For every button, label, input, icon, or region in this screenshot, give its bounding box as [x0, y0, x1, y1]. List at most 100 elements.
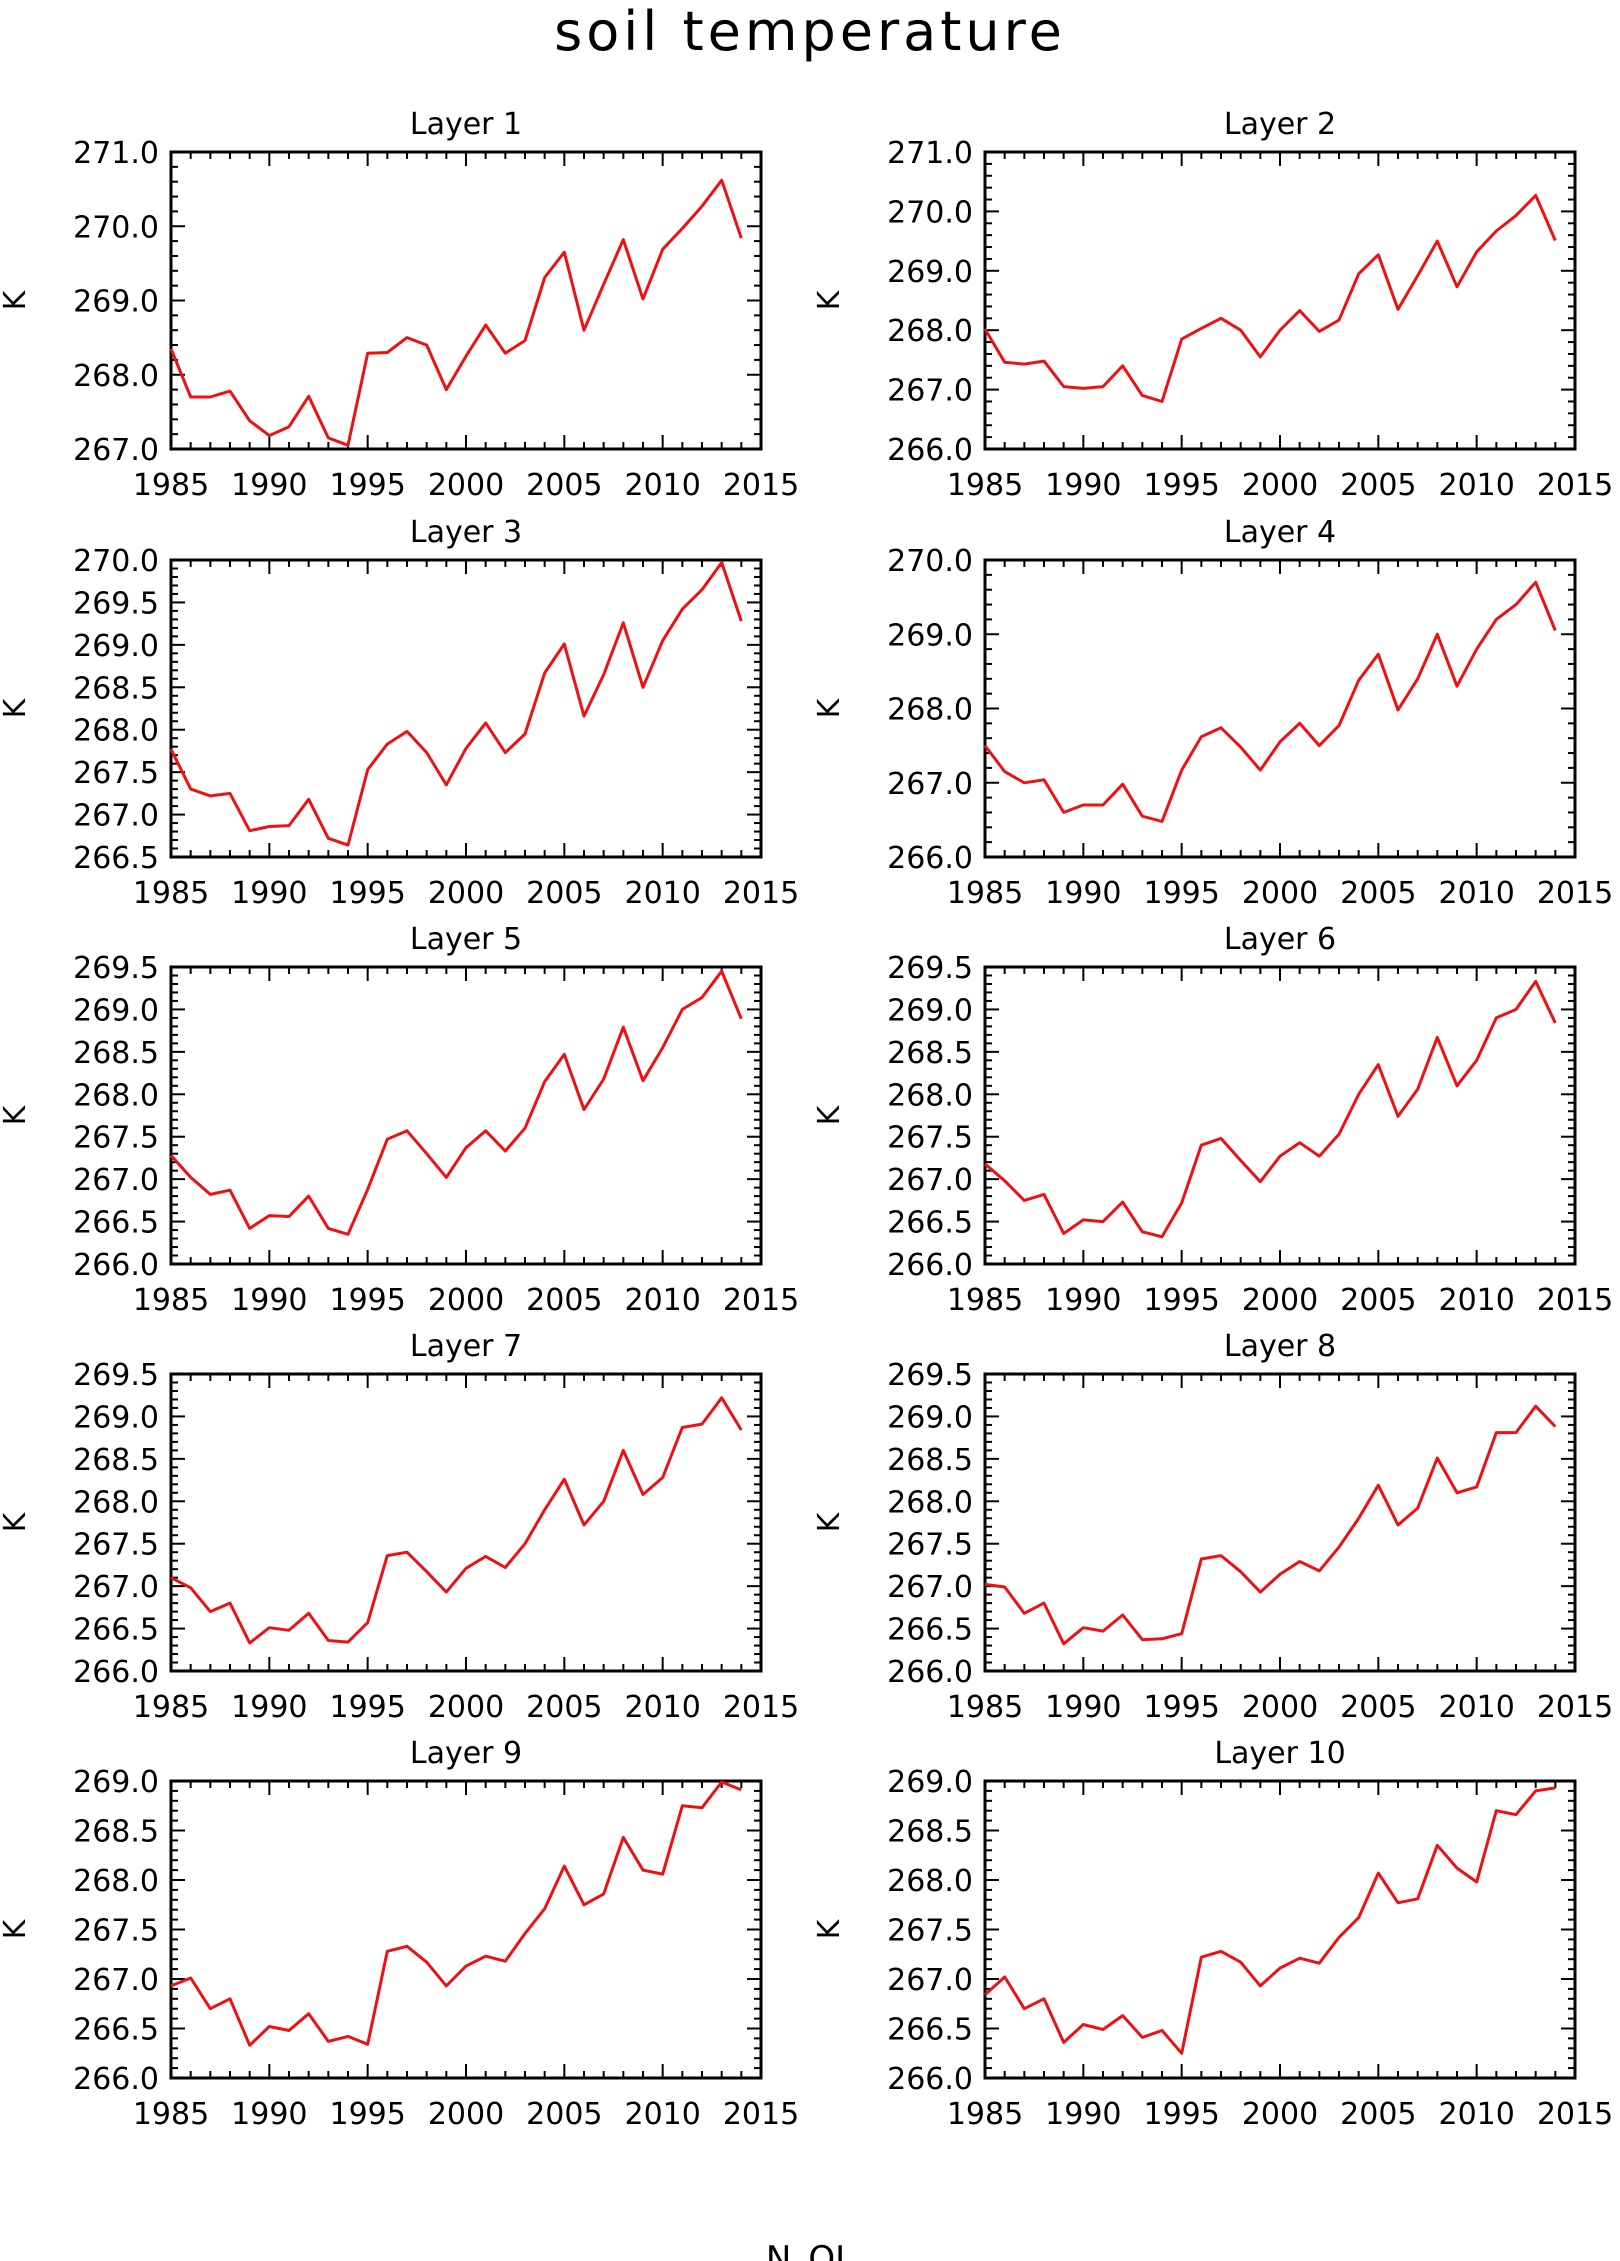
y-tick-label: 266.0	[887, 841, 973, 876]
chart-panel: Layer 7 1985 1990 1995 2000 2005 2010 2015 266.0…	[0, 1329, 799, 1725]
x-tick-label: 2010	[1438, 876, 1514, 911]
y-tick-label: 267.5	[73, 1528, 159, 1563]
y-tick-label: 268.5	[887, 1443, 973, 1478]
x-tick-label: 2005	[1340, 468, 1416, 503]
x-tick-label: 1995	[329, 876, 405, 911]
y-tick-label: 269.5	[73, 1358, 159, 1393]
y-tick-label: 267.0	[887, 374, 973, 409]
chart-panel: Layer 9 1985 1990 1995 2000 2005 2010 2015 266.0…	[0, 1736, 799, 2132]
x-tick-label: 2005	[1340, 1283, 1416, 1318]
x-tick-label: 2010	[1438, 468, 1514, 503]
series-line	[983, 1786, 1556, 2055]
chart-panel: Layer 6 1985 1990 1995 2000 2005 2010 2015 266.0…	[812, 922, 1613, 1318]
y-tick-label: 268.5	[73, 1036, 159, 1071]
x-tick-label: 2010	[624, 1283, 700, 1318]
x-tick-label: 2000	[428, 1690, 504, 1725]
x-tick-label: 1995	[329, 468, 405, 503]
x-tick-label: 2015	[723, 876, 799, 911]
chart-panel: Layer 8 1985 1990 1995 2000 2005 2010 2015 266.0…	[812, 1329, 1613, 1725]
panel-title: Layer 3	[410, 515, 522, 550]
x-tick-label: 2005	[1340, 1690, 1416, 1725]
y-tick-label: 269.0	[73, 1765, 159, 1800]
y-tick-label: 269.0	[887, 993, 973, 1028]
y-tick-label: 269.0	[73, 993, 159, 1028]
y-axis-label: K	[812, 1918, 847, 1939]
x-tick-label: 1985	[947, 876, 1023, 911]
y-tick-label: 268.0	[73, 1485, 159, 1520]
series-line	[170, 1396, 743, 1645]
chart-panel: Layer 3 1985 1990 1995 2000 2005 2010 2015 266.5…	[0, 515, 799, 911]
x-tick-label: 2005	[526, 468, 602, 503]
x-tick-label: 2000	[1242, 876, 1318, 911]
x-tick-label: 2000	[1242, 468, 1318, 503]
x-tick-label: 2005	[526, 1283, 602, 1318]
x-tick-label: 1985	[133, 1690, 209, 1725]
y-tick-label: 269.0	[887, 255, 973, 290]
y-axis-label: K	[812, 697, 847, 718]
series-line	[984, 1404, 1557, 1646]
y-axis-label: K	[812, 1511, 847, 1532]
x-tick-label: 1990	[231, 2097, 307, 2132]
figure-footer: N_OL	[766, 2239, 854, 2261]
y-tick-label: 269.0	[73, 285, 159, 320]
x-tick-label: 1990	[1045, 1283, 1121, 1318]
x-tick-label: 2010	[1438, 2097, 1514, 2132]
y-tick-label: 268.0	[73, 1078, 159, 1113]
y-tick-label: 266.5	[73, 841, 159, 876]
y-axis-label: K	[0, 1104, 33, 1125]
x-tick-label: 2015	[723, 468, 799, 503]
x-tick-label: 2015	[723, 1283, 799, 1318]
x-tick-label: 1995	[1143, 1690, 1219, 1725]
y-tick-label: 269.5	[887, 951, 973, 986]
y-axis-label: K	[812, 1104, 847, 1125]
panel-title: Layer 1	[410, 107, 522, 142]
y-tick-label: 267.0	[887, 767, 973, 802]
x-tick-label: 2000	[1242, 1283, 1318, 1318]
chart-panel: Layer 1 1985 1990 1995 2000 2005 2010 2015 267.0…	[0, 107, 799, 503]
x-tick-label: 2015	[723, 2097, 799, 2132]
y-tick-label: 270.0	[887, 195, 973, 230]
panel-title: Layer 7	[410, 1329, 522, 1364]
y-tick-label: 269.0	[887, 1765, 973, 1800]
y-tick-label: 267.5	[73, 1121, 159, 1156]
y-tick-label: 266.5	[887, 1613, 973, 1648]
y-tick-label: 268.0	[73, 359, 159, 394]
x-tick-label: 2000	[428, 2097, 504, 2132]
y-tick-label: 267.0	[73, 1163, 159, 1198]
x-tick-label: 1995	[329, 1690, 405, 1725]
y-tick-label: 268.5	[73, 671, 159, 706]
y-tick-label: 270.0	[73, 210, 159, 245]
series-line	[984, 979, 1557, 1239]
y-tick-label: 266.5	[73, 1206, 159, 1241]
x-tick-label: 2010	[624, 876, 700, 911]
y-tick-label: 267.0	[73, 1570, 159, 1605]
y-tick-label: 269.5	[73, 586, 159, 621]
y-tick-label: 267.5	[887, 1528, 973, 1563]
panel-title: Layer 8	[1224, 1329, 1336, 1364]
x-tick-label: 2015	[1537, 1283, 1613, 1318]
y-tick-label: 269.0	[73, 629, 159, 664]
x-tick-label: 2010	[624, 1690, 700, 1725]
series-line	[983, 193, 1557, 403]
series-line	[169, 969, 743, 1236]
panel-title: Layer 6	[1224, 922, 1336, 957]
y-tick-label: 269.0	[887, 1400, 973, 1435]
y-tick-label: 266.0	[73, 2062, 159, 2097]
x-tick-label: 1985	[133, 876, 209, 911]
x-tick-label: 1985	[133, 468, 209, 503]
y-tick-label: 267.5	[887, 1914, 973, 1949]
x-tick-label: 1990	[231, 876, 307, 911]
x-tick-label: 1995	[1143, 1283, 1219, 1318]
y-tick-label: 271.0	[887, 136, 973, 171]
y-tick-label: 271.0	[73, 136, 159, 171]
chart-panel: Layer 5 1985 1990 1995 2000 2005 2010 2015 266.0…	[0, 922, 799, 1318]
y-tick-label: 268.5	[73, 1815, 159, 1850]
y-tick-label: 267.0	[887, 1163, 973, 1198]
chart-panel: Layer 2 1985 1990 1995 2000 2005 2010 2015 266.0…	[812, 107, 1613, 503]
x-tick-label: 2015	[1537, 1690, 1613, 1725]
x-tick-label: 2005	[1340, 2097, 1416, 2132]
y-tick-label: 266.5	[73, 1613, 159, 1648]
y-tick-label: 266.0	[73, 1248, 159, 1283]
series-line	[169, 561, 743, 847]
